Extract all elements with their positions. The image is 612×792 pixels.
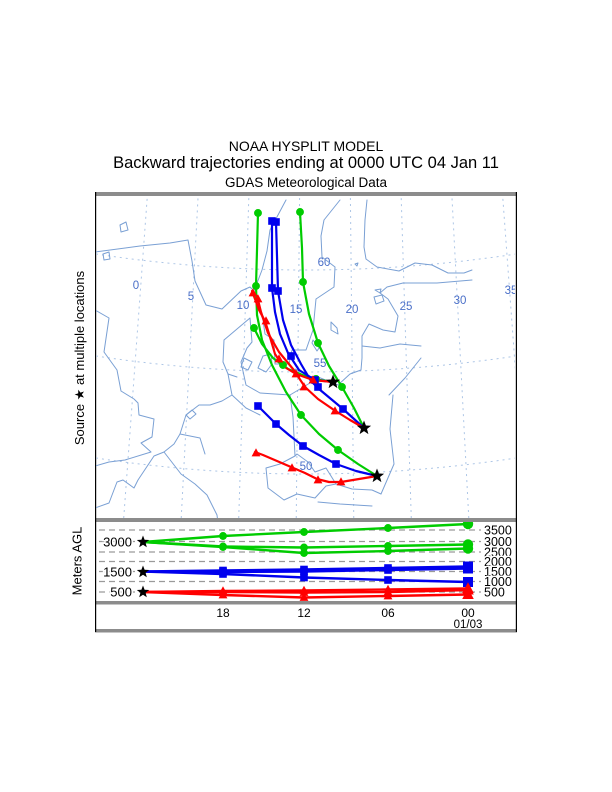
svg-text:3000: 3000 (103, 535, 132, 550)
svg-text:1000: 1000 (484, 575, 512, 589)
height-axis-labels: 3000150050035003000250020001500100050018… (102, 522, 514, 631)
svg-text:2500: 2500 (484, 546, 512, 560)
svg-text:15: 15 (290, 304, 303, 316)
trajectory-title: Backward trajectories ending at 0000 UTC… (113, 154, 499, 172)
height-gridlines (99, 529, 481, 593)
svg-text:1500: 1500 (484, 565, 512, 579)
svg-text:00: 00 (461, 606, 475, 620)
svg-text:01/03: 01/03 (454, 619, 483, 631)
svg-text:60: 60 (318, 257, 331, 269)
coastlines (96, 199, 473, 518)
svg-text:500: 500 (484, 586, 505, 600)
met-data-subtitle: GDAS Meteorological Data (224, 175, 388, 190)
svg-text:55: 55 (314, 358, 327, 370)
svg-text:2000: 2000 (484, 555, 512, 569)
svg-text:3500: 3500 (484, 524, 512, 538)
model-title: NOAA HYSPLIT MODEL (228, 138, 384, 154)
plot-frame (95, 192, 517, 633)
svg-text:12: 12 (297, 606, 311, 620)
svg-text:30: 30 (454, 295, 467, 307)
svg-text:20: 20 (346, 304, 359, 316)
svg-text:06: 06 (381, 606, 395, 620)
svg-text:1500: 1500 (103, 565, 132, 580)
height-profiles (141, 522, 474, 601)
svg-text:18: 18 (216, 606, 230, 620)
svg-text:25: 25 (400, 301, 413, 313)
svg-text:10: 10 (237, 300, 250, 312)
source-star-markers (325, 374, 385, 483)
svg-text:500: 500 (110, 585, 132, 600)
map-trajectories (248, 208, 379, 486)
svg-text:0: 0 (133, 280, 139, 292)
svg-text:35: 35 (505, 285, 518, 297)
svg-text:3000: 3000 (484, 535, 512, 549)
svg-text:5: 5 (188, 291, 194, 303)
